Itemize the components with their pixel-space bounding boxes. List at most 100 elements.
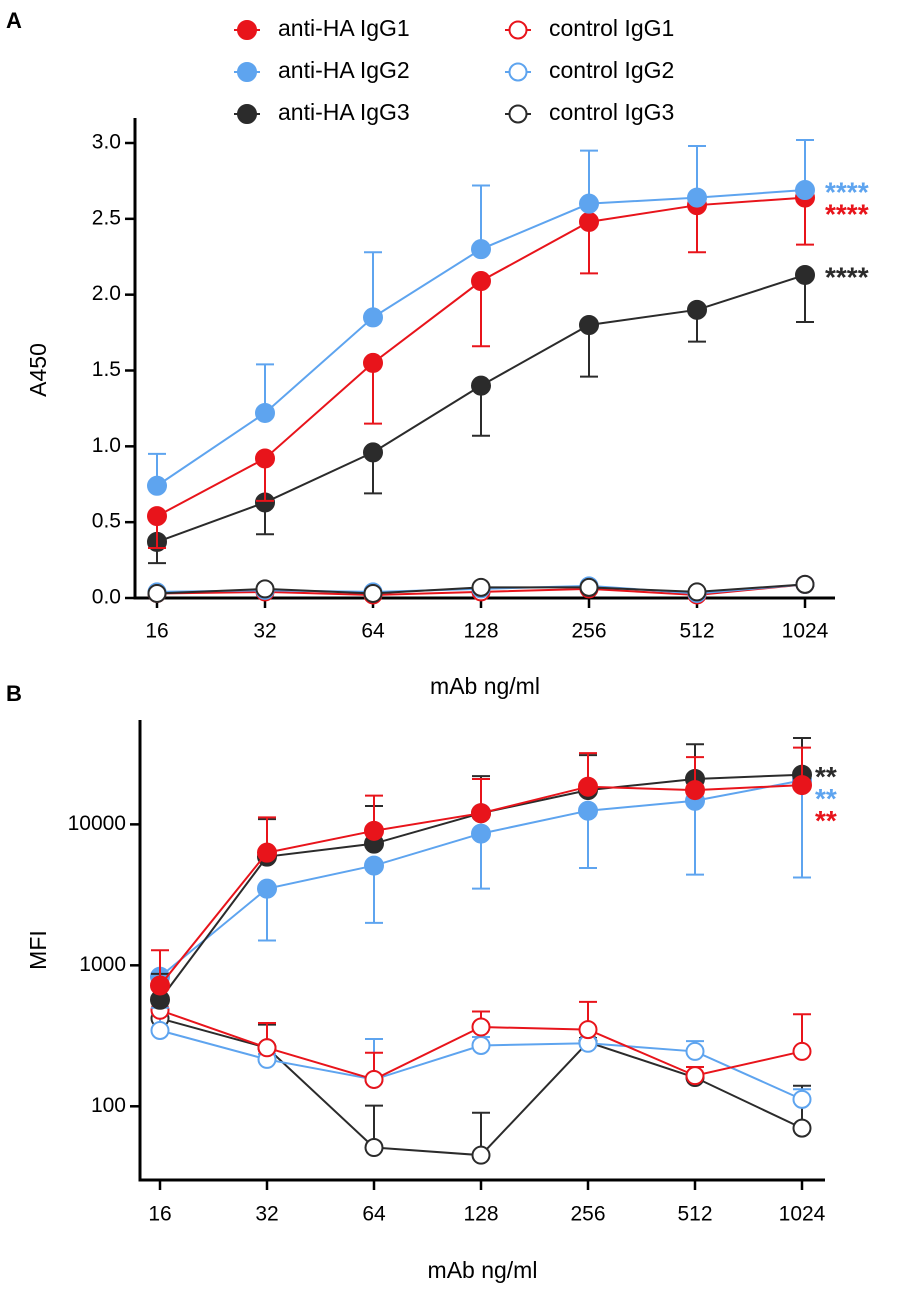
marker <box>257 878 277 899</box>
x-axis-label: mAb ng/ml <box>428 1257 538 1283</box>
legend-marker <box>237 62 257 82</box>
marker <box>579 577 599 597</box>
y-tick-label: 1.0 <box>92 434 121 457</box>
marker <box>471 577 491 597</box>
legend-marker <box>508 62 528 82</box>
series <box>147 264 815 565</box>
x-tick-label: 32 <box>255 1203 278 1226</box>
marker <box>579 211 599 232</box>
marker <box>364 820 384 841</box>
marker <box>363 442 383 463</box>
y-tick-label: 1000 <box>79 953 126 976</box>
marker <box>364 1069 384 1089</box>
marker <box>364 1138 384 1158</box>
marker <box>792 1041 812 1061</box>
x-tick-label: 512 <box>677 1203 712 1226</box>
marker <box>578 1020 598 1040</box>
legend-label: control IgG1 <box>549 15 674 41</box>
marker <box>257 1038 277 1058</box>
x-tick-label: 1024 <box>782 620 829 643</box>
marker <box>578 776 598 797</box>
x-tick-label: 16 <box>148 1203 171 1226</box>
marker <box>687 299 707 320</box>
legend-label: anti-HA IgG3 <box>278 99 410 125</box>
marker <box>150 975 170 996</box>
x-tick-label: 128 <box>463 620 498 643</box>
marker <box>364 855 384 876</box>
y-tick-label: 0.5 <box>92 510 121 533</box>
legend-label: control IgG2 <box>549 57 674 83</box>
panel-label: A <box>6 8 22 33</box>
legend-label: control IgG3 <box>549 99 674 125</box>
y-tick-label: 2.0 <box>92 282 121 305</box>
x-tick-label: 256 <box>570 1203 605 1226</box>
series <box>147 574 815 603</box>
marker <box>795 264 815 285</box>
marker <box>255 448 275 469</box>
series <box>147 138 815 496</box>
legend-marker <box>237 104 257 124</box>
marker <box>471 803 491 824</box>
marker <box>579 315 599 335</box>
y-tick-label: 0.0 <box>92 586 121 609</box>
marker <box>685 780 705 801</box>
marker <box>471 823 491 844</box>
significance-annotation: ** <box>815 761 837 792</box>
significance-annotation: **** <box>825 176 869 207</box>
marker <box>471 239 491 260</box>
legend-marker <box>508 20 528 40</box>
marker <box>150 1020 170 1040</box>
marker <box>363 307 383 328</box>
legend-label: anti-HA IgG1 <box>278 15 410 41</box>
x-tick-label: 64 <box>361 620 385 643</box>
series <box>150 1000 812 1089</box>
marker <box>471 1145 491 1165</box>
y-tick-label: 10000 <box>68 812 126 835</box>
marker <box>687 187 707 208</box>
marker <box>795 574 815 594</box>
marker <box>685 1041 705 1061</box>
legend-marker <box>508 104 528 124</box>
marker <box>687 582 707 602</box>
marker <box>471 375 491 396</box>
x-tick-label: 32 <box>253 620 276 643</box>
marker <box>471 271 491 292</box>
x-tick-label: 256 <box>571 620 606 643</box>
significance-annotation: ** <box>815 783 837 814</box>
significance-annotation: ** <box>815 805 837 836</box>
y-axis-label: A450 <box>25 343 51 397</box>
marker <box>147 583 167 603</box>
marker <box>578 800 598 821</box>
marker <box>471 1017 491 1037</box>
legend-marker <box>237 20 257 40</box>
marker <box>685 1066 705 1086</box>
marker <box>795 180 815 201</box>
marker <box>792 775 812 796</box>
y-tick-label: 1.5 <box>92 358 121 381</box>
marker <box>792 1089 812 1109</box>
y-axis-label: MFI <box>25 930 51 970</box>
marker <box>471 1035 491 1055</box>
series <box>150 746 812 996</box>
x-tick-label: 128 <box>463 1203 498 1226</box>
marker <box>579 193 599 214</box>
significance-annotation: **** <box>825 261 869 292</box>
marker <box>363 352 383 373</box>
marker <box>792 1118 812 1138</box>
x-tick-label: 64 <box>362 1203 386 1226</box>
y-tick-label: 2.5 <box>92 206 121 229</box>
marker <box>147 475 167 496</box>
y-tick-label: 100 <box>91 1094 126 1117</box>
marker <box>257 842 277 863</box>
marker <box>147 506 167 527</box>
x-tick-label: 1024 <box>779 1203 826 1226</box>
panel-label: B <box>6 681 22 706</box>
legend-label: anti-HA IgG2 <box>278 57 410 83</box>
marker <box>255 402 275 423</box>
significance-annotation: **** <box>825 198 869 229</box>
y-tick-label: 3.0 <box>92 131 121 154</box>
x-axis-label: mAb ng/ml <box>430 673 540 699</box>
x-tick-label: 16 <box>145 620 168 643</box>
x-tick-label: 512 <box>679 620 714 643</box>
